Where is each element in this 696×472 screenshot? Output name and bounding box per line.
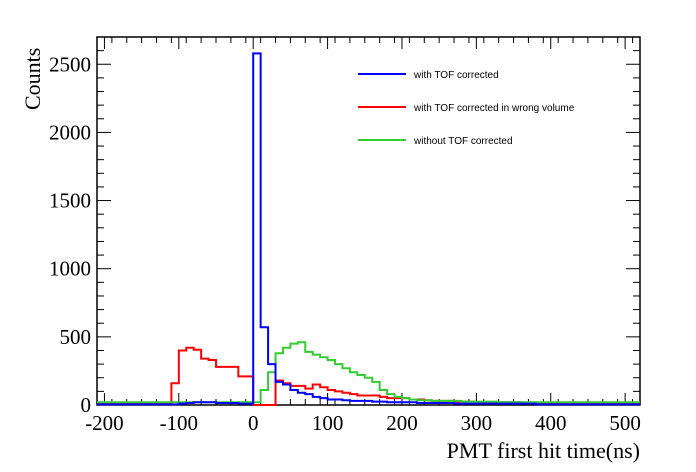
y-tick-label: 1500 [49, 189, 91, 213]
x-tick-label: 200 [386, 411, 418, 435]
y-tick-label: 2000 [49, 120, 91, 144]
x-tick-label: 0 [248, 411, 259, 435]
x-tick-label: 500 [609, 411, 641, 435]
x-tick-label: -200 [85, 411, 124, 435]
y-axis-title: Counts [20, 48, 45, 110]
x-tick-label: 300 [461, 411, 493, 435]
x-tick-label: 400 [535, 411, 567, 435]
x-tick-label: -100 [160, 411, 199, 435]
x-axis-title: PMT first hit time(ns) [447, 438, 640, 463]
y-tick-label: 500 [60, 325, 92, 349]
histogram-series [97, 52, 640, 406]
legend-label-with-tof: with TOF corrected [413, 70, 499, 81]
y-tick-label: 0 [81, 393, 92, 417]
series-with-tof-corrected [97, 52, 640, 406]
plot-frame [96, 36, 641, 406]
y-tick-label: 2500 [49, 52, 91, 76]
legend-label-wrong-volume: with TOF corrected in wrong volume [413, 103, 575, 114]
x-tick-label: 100 [312, 411, 344, 435]
legend: with TOF corrected with TOF corrected in… [350, 58, 612, 156]
axis-ticks [96, 37, 640, 406]
legend-label-without-tof: without TOF corrected [413, 136, 513, 147]
y-tick-label: 1000 [49, 257, 91, 281]
tick-labels: -200 -100 0 100 200 300 400 500 0 500 1000 1500 2000… [49, 52, 641, 435]
